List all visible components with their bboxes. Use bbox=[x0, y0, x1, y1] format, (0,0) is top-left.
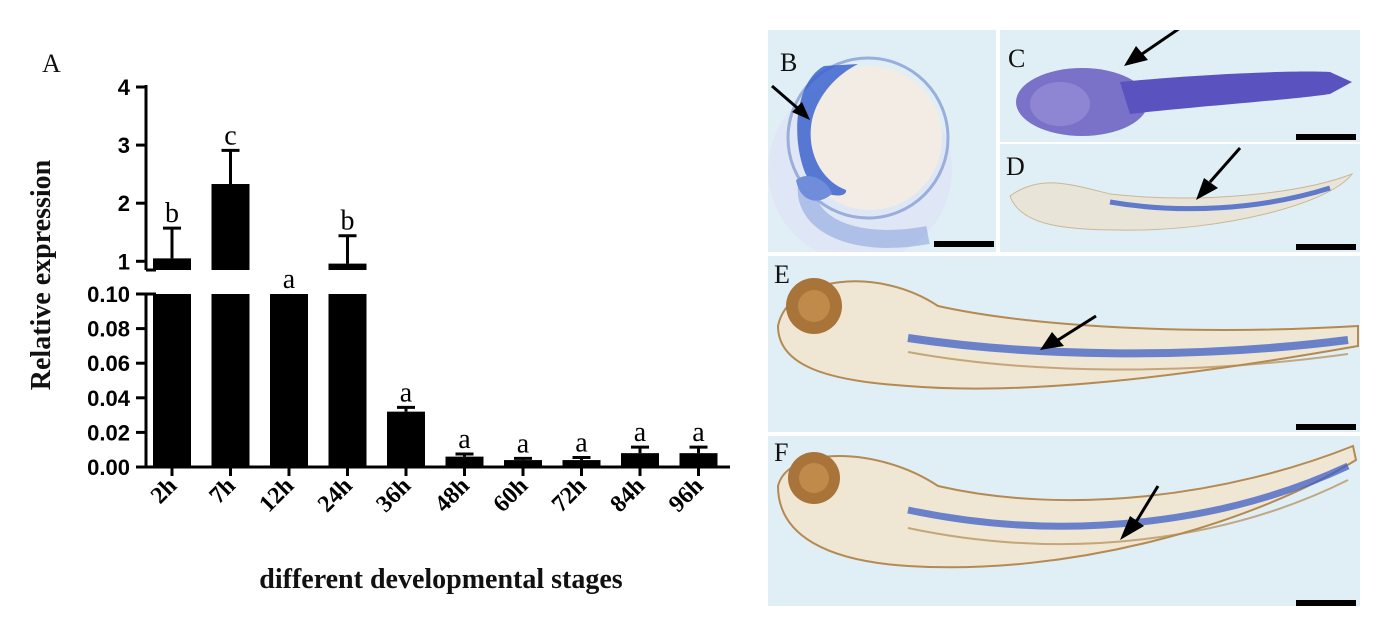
significance-letter: a bbox=[575, 427, 588, 458]
bar bbox=[621, 453, 659, 467]
bar bbox=[270, 294, 308, 467]
panel-label-a: A bbox=[42, 49, 61, 78]
significance-letter: a bbox=[634, 417, 647, 448]
embryo-c-illustration bbox=[1016, 68, 1352, 136]
panel-f-larva-image: F bbox=[768, 436, 1360, 606]
panel-label-b: B bbox=[780, 48, 798, 77]
panel-c-embryo-image: C bbox=[1000, 30, 1360, 142]
x-tick-label: 48h bbox=[430, 473, 475, 518]
larva-f-illustration bbox=[776, 444, 1358, 569]
arrow-icon bbox=[1124, 30, 1180, 66]
y-tick-label: 0.06 bbox=[87, 351, 130, 376]
arrow-icon bbox=[771, 84, 810, 120]
bar-upper bbox=[211, 184, 250, 270]
scale-bar bbox=[1296, 600, 1356, 606]
x-tick-label: 36h bbox=[371, 473, 416, 518]
significance-letter: a bbox=[283, 264, 296, 295]
panel-b-embryo-image: B bbox=[768, 30, 996, 252]
bar-upper bbox=[153, 258, 191, 270]
scale-bar bbox=[1296, 134, 1356, 140]
x-tick-label: 96h bbox=[664, 473, 709, 518]
bar bbox=[211, 294, 250, 467]
scale-bar bbox=[934, 241, 994, 247]
y-tick-label: 0.02 bbox=[87, 420, 130, 445]
arrow-icon bbox=[1040, 314, 1097, 350]
y-tick-label: 0.08 bbox=[87, 317, 130, 342]
significance-letter: b bbox=[341, 206, 355, 237]
significance-letter: a bbox=[400, 377, 413, 408]
significance-letter: a bbox=[458, 424, 471, 455]
x-tick-label: 12h bbox=[254, 473, 299, 518]
significance-letter: b bbox=[165, 198, 179, 229]
bar-chart: A Relative expression different developm… bbox=[26, 49, 730, 595]
y-tick-label: 4 bbox=[118, 75, 131, 100]
y-tick-label: 0.04 bbox=[87, 386, 131, 411]
x-tick-label: 72h bbox=[547, 473, 592, 518]
significance-letter: a bbox=[517, 428, 530, 459]
bar bbox=[153, 294, 191, 467]
larva-d-illustration bbox=[1009, 172, 1354, 231]
panel-label-d: D bbox=[1006, 152, 1025, 181]
y-tick-label: 0.10 bbox=[87, 282, 130, 307]
bar bbox=[562, 460, 601, 467]
embryo-b-illustration bbox=[768, 56, 952, 252]
y-tick-label: 1 bbox=[118, 249, 130, 274]
arrow-icon bbox=[1120, 485, 1160, 540]
y-tick-label: 2 bbox=[118, 191, 130, 216]
y-tick-label: 3 bbox=[118, 133, 130, 158]
x-tick-label: 84h bbox=[605, 473, 650, 518]
x-axis-label: different developmental stages bbox=[259, 564, 623, 595]
panel-d-larva-image: D bbox=[1000, 144, 1360, 252]
y-tick-label: 0.00 bbox=[87, 455, 130, 480]
panel-label-c: C bbox=[1008, 44, 1026, 73]
bar-upper bbox=[328, 263, 367, 270]
significance-letter: a bbox=[692, 417, 705, 448]
significance-letter: c bbox=[224, 120, 236, 151]
x-tick-label: 60h bbox=[488, 473, 533, 518]
panel-label-e: E bbox=[774, 260, 790, 289]
arrow-icon bbox=[1196, 147, 1242, 200]
bar bbox=[504, 460, 542, 467]
x-tick-label: 2h bbox=[146, 473, 182, 509]
panel-label-f: F bbox=[774, 438, 789, 467]
x-tick-label: 7h bbox=[204, 473, 240, 509]
panel-e-larva-image: E bbox=[768, 256, 1360, 432]
bar bbox=[387, 411, 425, 467]
bar bbox=[445, 456, 484, 467]
y-axis-label: Relative expression bbox=[26, 159, 57, 390]
scale-bar bbox=[1296, 424, 1356, 430]
x-tick-label: 24h bbox=[313, 473, 358, 518]
bar bbox=[328, 294, 367, 467]
bar bbox=[679, 453, 718, 467]
scale-bar bbox=[1296, 244, 1356, 250]
